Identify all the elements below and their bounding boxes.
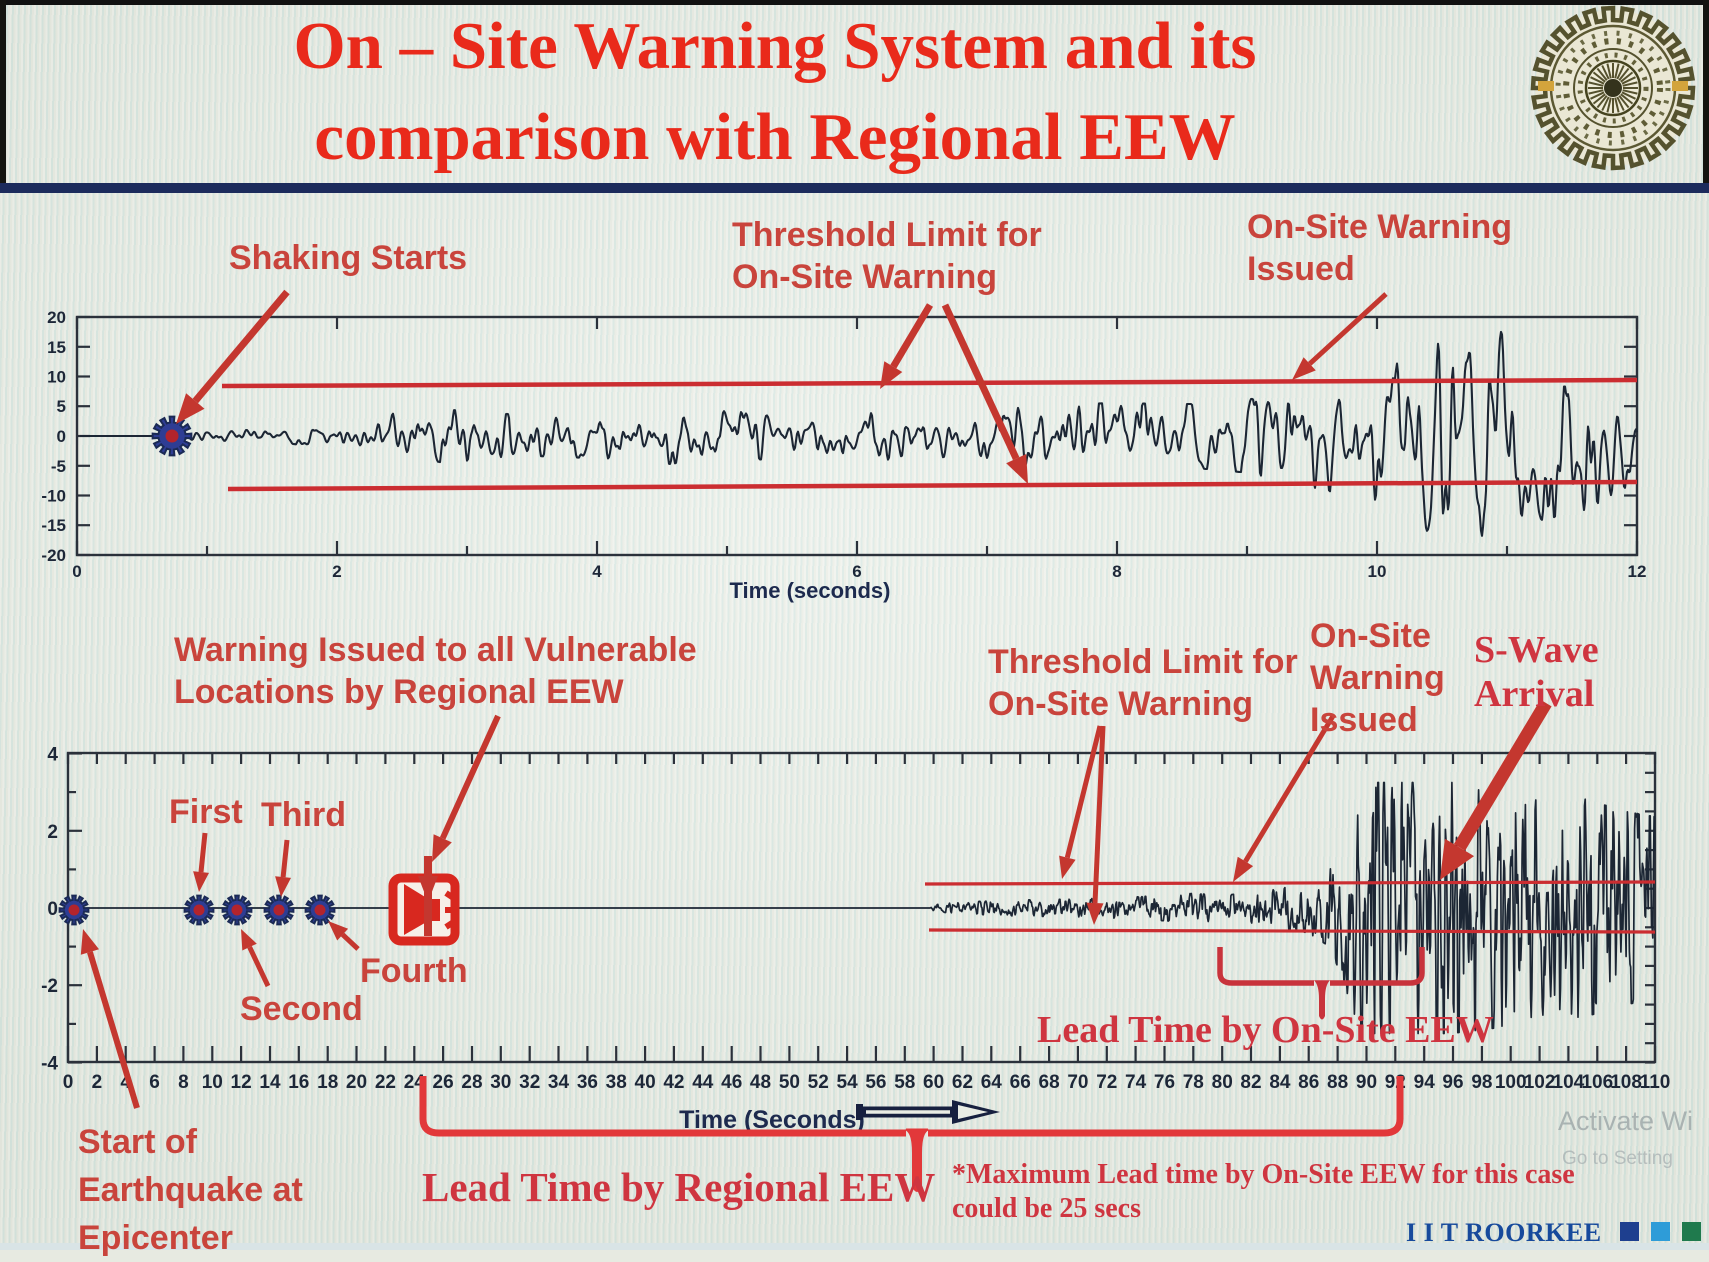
svg-text:-20: -20: [41, 546, 66, 565]
svg-text:32: 32: [519, 1072, 540, 1093]
svg-text:16: 16: [288, 1072, 309, 1093]
svg-text:2: 2: [92, 1072, 103, 1093]
svg-text:10: 10: [1368, 562, 1387, 581]
svg-text:-2: -2: [41, 976, 58, 997]
svg-text:28: 28: [461, 1072, 482, 1093]
svg-text:4: 4: [120, 1072, 131, 1093]
svg-text:110: 110: [1640, 1072, 1671, 1093]
svg-text:6: 6: [852, 562, 861, 581]
svg-text:0: 0: [57, 427, 66, 446]
svg-text:106: 106: [1581, 1072, 1613, 1093]
svg-text:66: 66: [1010, 1072, 1031, 1093]
svg-text:76: 76: [1154, 1072, 1175, 1093]
svg-text:56: 56: [865, 1072, 886, 1093]
svg-text:94: 94: [1414, 1072, 1436, 1093]
svg-text:15: 15: [47, 338, 66, 357]
svg-text:102: 102: [1524, 1072, 1556, 1093]
svg-text:-5: -5: [51, 457, 66, 476]
svg-text:26: 26: [433, 1072, 454, 1093]
svg-text:5: 5: [57, 397, 66, 416]
svg-text:60: 60: [923, 1072, 944, 1093]
svg-text:72: 72: [1096, 1072, 1117, 1093]
svg-text:-4: -4: [41, 1054, 58, 1075]
svg-text:90: 90: [1356, 1072, 1377, 1093]
svg-text:50: 50: [779, 1072, 800, 1093]
svg-text:30: 30: [490, 1072, 511, 1093]
svg-text:8: 8: [1112, 562, 1121, 581]
svg-text:22: 22: [375, 1072, 396, 1093]
svg-text:84: 84: [1269, 1072, 1291, 1093]
svg-text:52: 52: [808, 1072, 829, 1093]
svg-text:104: 104: [1553, 1072, 1585, 1093]
svg-text:40: 40: [635, 1072, 656, 1093]
svg-text:4: 4: [592, 562, 602, 581]
svg-text:82: 82: [1240, 1072, 1261, 1093]
svg-text:4: 4: [47, 745, 58, 766]
svg-text:100: 100: [1495, 1072, 1527, 1093]
svg-text:2: 2: [332, 562, 341, 581]
svg-text:0: 0: [72, 562, 81, 581]
svg-text:46: 46: [721, 1072, 742, 1093]
svg-text:64: 64: [981, 1072, 1003, 1093]
svg-text:70: 70: [1067, 1072, 1088, 1093]
svg-text:36: 36: [577, 1072, 598, 1093]
svg-text:8: 8: [178, 1072, 189, 1093]
svg-text:58: 58: [894, 1072, 915, 1093]
svg-text:-10: -10: [41, 487, 66, 506]
svg-text:14: 14: [259, 1072, 281, 1093]
svg-text:44: 44: [692, 1072, 714, 1093]
svg-text:62: 62: [952, 1072, 973, 1093]
svg-text:48: 48: [750, 1072, 771, 1093]
svg-text:10: 10: [47, 368, 66, 387]
svg-text:38: 38: [606, 1072, 627, 1093]
svg-text:20: 20: [47, 308, 66, 327]
svg-text:88: 88: [1327, 1072, 1348, 1093]
svg-text:20: 20: [346, 1072, 367, 1093]
svg-text:18: 18: [317, 1072, 338, 1093]
svg-text:74: 74: [1125, 1072, 1147, 1093]
svg-text:108: 108: [1610, 1072, 1642, 1093]
svg-text:54: 54: [837, 1072, 859, 1093]
svg-text:Time (Seconds): Time (Seconds): [679, 1106, 865, 1134]
svg-text:68: 68: [1039, 1072, 1060, 1093]
svg-text:86: 86: [1298, 1072, 1319, 1093]
svg-text:-15: -15: [41, 516, 66, 535]
svg-text:0: 0: [47, 899, 58, 920]
svg-text:6: 6: [149, 1072, 160, 1093]
svg-text:12: 12: [231, 1072, 252, 1093]
svg-text:12: 12: [1628, 562, 1647, 581]
svg-text:78: 78: [1183, 1072, 1204, 1093]
svg-text:96: 96: [1442, 1072, 1463, 1093]
svg-text:Time (seconds): Time (seconds): [730, 578, 891, 603]
svg-text:10: 10: [202, 1072, 223, 1093]
svg-text:2: 2: [47, 822, 58, 843]
svg-text:80: 80: [1212, 1072, 1233, 1093]
svg-text:0: 0: [63, 1072, 74, 1093]
svg-text:42: 42: [663, 1072, 684, 1093]
svg-text:34: 34: [548, 1072, 570, 1093]
svg-text:98: 98: [1471, 1072, 1492, 1093]
